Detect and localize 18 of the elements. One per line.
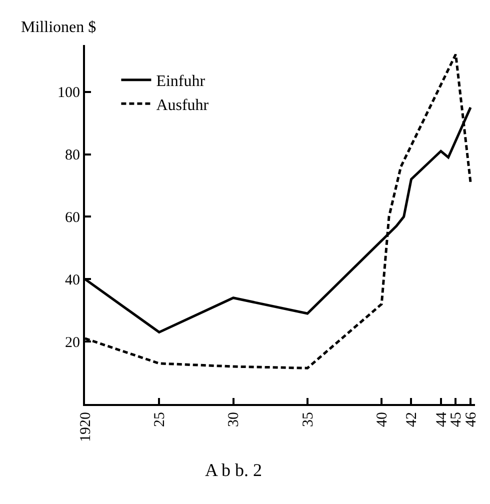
text: A b b. 2 [205, 460, 262, 480]
y-tick-label: 20 [65, 334, 80, 351]
legend-label: Einfuhr [156, 73, 206, 90]
x-tick-label: 44 [434, 412, 450, 427]
x-tick-label: 35 [300, 412, 316, 427]
x-tick-label: 40 [374, 412, 390, 427]
x-tick-label: 45 [448, 412, 465, 427]
x-tick-label: 42 [404, 412, 420, 427]
y-tick-label: 60 [65, 210, 80, 226]
x-tick-label: 30 [226, 412, 242, 427]
x-tick-label: 1920 [78, 412, 94, 442]
y-tick-label: 40 [65, 272, 80, 288]
legend-label: Ausfuhr [156, 96, 210, 114]
y-tick-label: 80 [65, 148, 80, 164]
x-tick-label: 25 [152, 412, 168, 427]
x-tick-label: 46 [463, 412, 480, 427]
y-axis-title: Millionen $ [21, 19, 96, 36]
y-tick-label: 100 [58, 85, 80, 102]
